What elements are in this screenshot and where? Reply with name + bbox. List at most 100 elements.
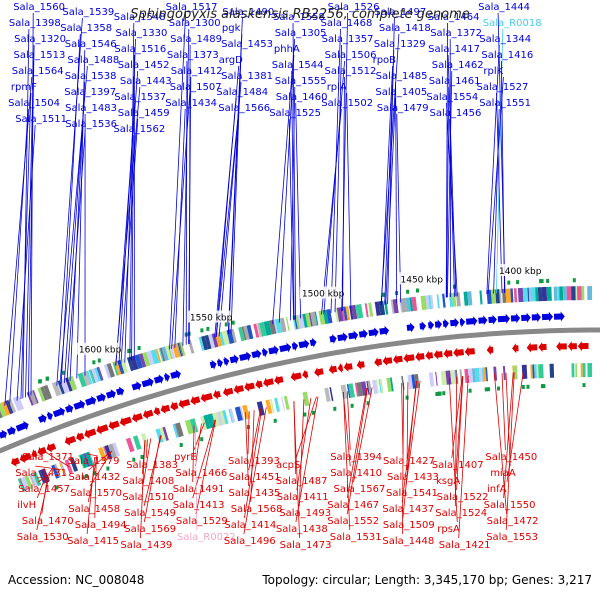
gene-label: infA: [487, 484, 507, 495]
leader-line: [41, 449, 70, 467]
feature-block: [582, 363, 586, 378]
rna-marker: [179, 443, 183, 447]
forward-gene-arrow: [216, 358, 223, 368]
accession-text: Accession: NC_008048: [8, 573, 145, 587]
feature-block: [378, 300, 386, 316]
feature-block: [281, 396, 285, 411]
feature-block: [366, 380, 370, 395]
feature-block: [88, 369, 95, 384]
feature-block: [279, 317, 287, 333]
feature-block: [176, 343, 182, 357]
rna-marker: [406, 289, 410, 294]
genome-backbone: [0, 327, 600, 454]
feature-block: [259, 321, 267, 337]
leader-line: [272, 38, 296, 325]
forward-gene-arrow: [15, 420, 29, 432]
forward-gene-arrow: [309, 337, 317, 348]
gene-label: Sala_1459: [118, 108, 170, 119]
rna-marker: [405, 395, 409, 400]
gene-label: Sala_1416: [481, 50, 533, 61]
forward-gene-arrow: [223, 356, 230, 367]
reverse-gene-arrow: [556, 341, 567, 352]
feature-block: [571, 286, 576, 301]
forward-gene-arrow: [510, 313, 521, 324]
gene-label: Sala_1358: [60, 23, 112, 34]
feature-block: [428, 295, 432, 310]
feature-block: [173, 423, 180, 438]
feature-block: [32, 471, 42, 486]
rna-marker: [526, 384, 530, 389]
reverse-gene-arrow: [255, 379, 263, 390]
leader-line: [396, 113, 402, 303]
feature-block: [219, 331, 225, 346]
leader-line: [503, 372, 514, 499]
feature-block: [60, 378, 70, 394]
leader-line: [505, 372, 511, 467]
feature-block: [161, 346, 169, 361]
reverse-gene-arrow: [443, 348, 453, 359]
gene-label: Sala_1549: [124, 508, 176, 519]
leader-line: [143, 435, 161, 523]
feature-block: [467, 368, 474, 383]
gene-label: Sala_R0022: [177, 532, 236, 543]
rna-marker: [516, 280, 520, 285]
reverse-gene-arrow: [337, 363, 344, 373]
forward-gene-arrow: [541, 311, 553, 322]
leader-line: [36, 473, 50, 531]
reverse-gene-arrow: [64, 435, 77, 446]
feature-block: [1, 401, 11, 416]
feature-block: [483, 367, 487, 382]
gene-label: Sala_1529: [176, 516, 228, 527]
leader-line: [292, 22, 296, 320]
feature-block: [392, 299, 399, 314]
feature-block: [549, 363, 555, 378]
reverse-gene-arrow: [76, 432, 85, 442]
feature-block: [562, 286, 567, 301]
feature-block: [256, 322, 263, 338]
feature-block: [566, 286, 572, 301]
feature-block: [409, 297, 414, 312]
gene-label: Sala_1506: [325, 50, 377, 61]
feature-block: [430, 294, 434, 309]
gene-label: Sala_1397: [64, 87, 116, 98]
gene-label: Sala_1504: [8, 98, 60, 109]
leader-line: [129, 22, 135, 362]
feature-block: [159, 347, 166, 362]
leader-line: [20, 92, 32, 400]
gene-label: Sala_1305: [275, 28, 327, 39]
backbone-arc: [0, 327, 600, 454]
reverse-gene-arrow: [31, 449, 38, 459]
feature-block: [356, 382, 364, 397]
forward-gene-arrow: [554, 311, 565, 322]
feature-block: [580, 363, 583, 378]
reverse-gene-arrow: [343, 362, 353, 372]
feature-block: [37, 387, 46, 402]
reverse-gene-arrow: [132, 413, 143, 423]
feature-block: [69, 457, 79, 472]
feature-block: [28, 473, 37, 488]
gene-label: phhA: [274, 44, 300, 55]
gene-label: rpmF: [11, 82, 37, 93]
feature-block: [571, 363, 575, 378]
forward-gene-arrow: [0, 429, 7, 439]
gene-label: Sala_1372: [430, 28, 482, 39]
feature-block: [411, 374, 416, 389]
forward-gene-arrow: [478, 315, 488, 326]
feature-block: [126, 357, 134, 372]
forward-gene-arrow: [251, 349, 262, 359]
gene-label: Sala_1394: [330, 452, 382, 463]
rna-marker: [542, 384, 546, 389]
feature-block: [82, 371, 91, 386]
feature-block: [107, 443, 117, 459]
reverse-gene-arrow: [178, 399, 191, 409]
gene-label: Sala_1452: [118, 60, 170, 71]
leader-line: [195, 419, 217, 515]
reverse-gene-arrow: [577, 341, 589, 352]
feature-block: [445, 370, 452, 385]
gene-label: Sala_1373: [167, 50, 219, 61]
gene-label: Sala_1551: [479, 98, 531, 109]
leader-line: [215, 113, 239, 338]
feature-block: [587, 363, 593, 378]
leader-line: [323, 60, 345, 315]
feature-block: [435, 371, 438, 386]
